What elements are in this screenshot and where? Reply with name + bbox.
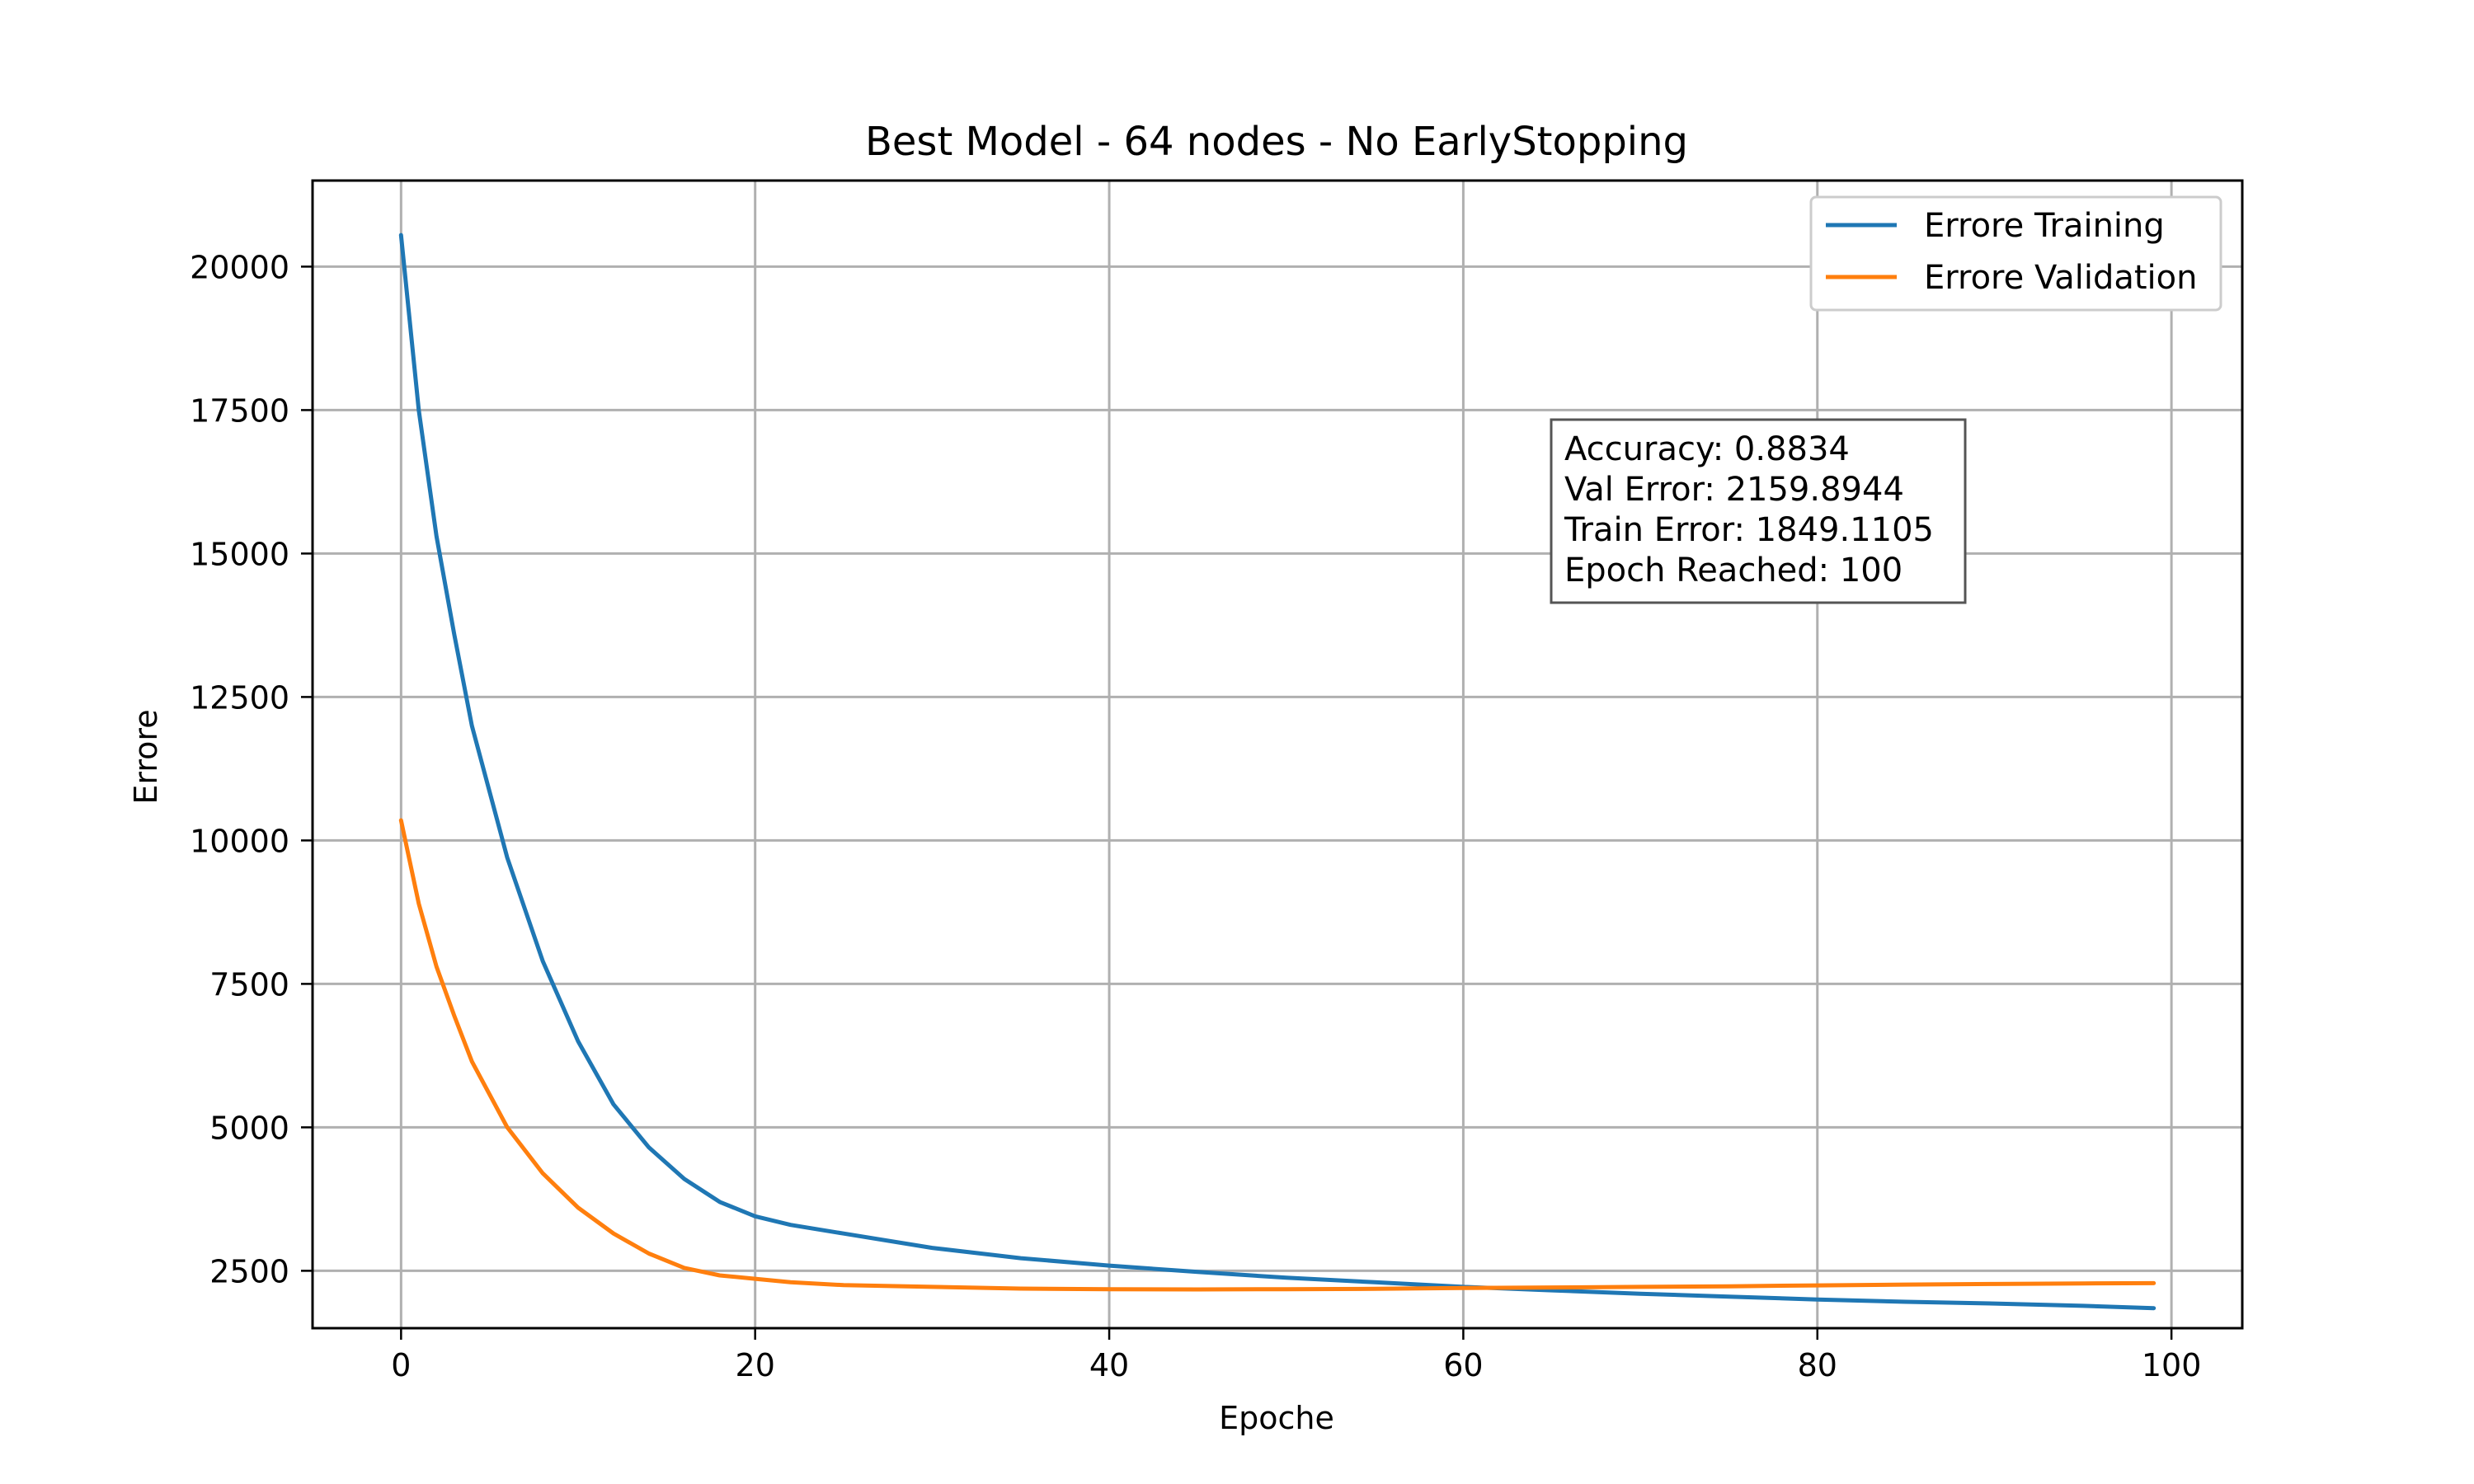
x-tick-label: 40 [1089,1347,1129,1383]
x-tick-label: 100 [2142,1347,2202,1383]
y-axis-label: Errore [128,709,164,804]
y-tick-label: 12500 [190,679,289,716]
y-tick-label: 5000 [209,1110,289,1146]
y-tick-label: 10000 [190,823,289,859]
annotation-epoch-reached: Epoch Reached: 100 [1564,552,1903,589]
plot-frame [311,179,2244,1330]
metrics-annotation: Accuracy: 0.8834 Val Error: 2159.8944 Tr… [1550,418,1967,604]
series-line-errore-validation [398,818,2157,1292]
chart-title: Best Model - 64 nodes - No EarlyStopping [865,119,1688,165]
x-tick-label: 0 [391,1347,411,1383]
legend-label-validation: Errore Validation [1924,259,2197,297]
ticks: 0 20 40 60 80 100 2500 5000 7500 10000 12500 15000 1… [190,249,2201,1383]
x-axis-label: Epoche [1219,1400,1334,1436]
y-tick-label: 15000 [190,536,289,572]
y-tick-label: 7500 [209,966,289,1003]
series-line-errore-training [398,232,2157,1311]
x-tick-label: 20 [736,1347,775,1383]
y-tick-label: 20000 [190,249,289,285]
annotation-val-error: Val Error: 2159.8944 [1564,471,1904,509]
legend-label-training: Errore Training [1924,207,2165,245]
y-tick-label: 17500 [190,392,289,429]
legend: Errore Training Errore Validation [1809,195,2222,312]
series-group [398,232,2157,1311]
x-tick-label: 60 [1443,1347,1483,1383]
y-tick-label: 2500 [209,1253,289,1289]
legend-box [1809,195,2222,312]
annotation-train-error: Train Error: 1849.1105 [1564,511,1934,549]
annotation-box [1550,418,1967,604]
x-tick-label: 80 [1798,1347,1837,1383]
annotation-accuracy: Accuracy: 0.8834 [1564,430,1850,468]
